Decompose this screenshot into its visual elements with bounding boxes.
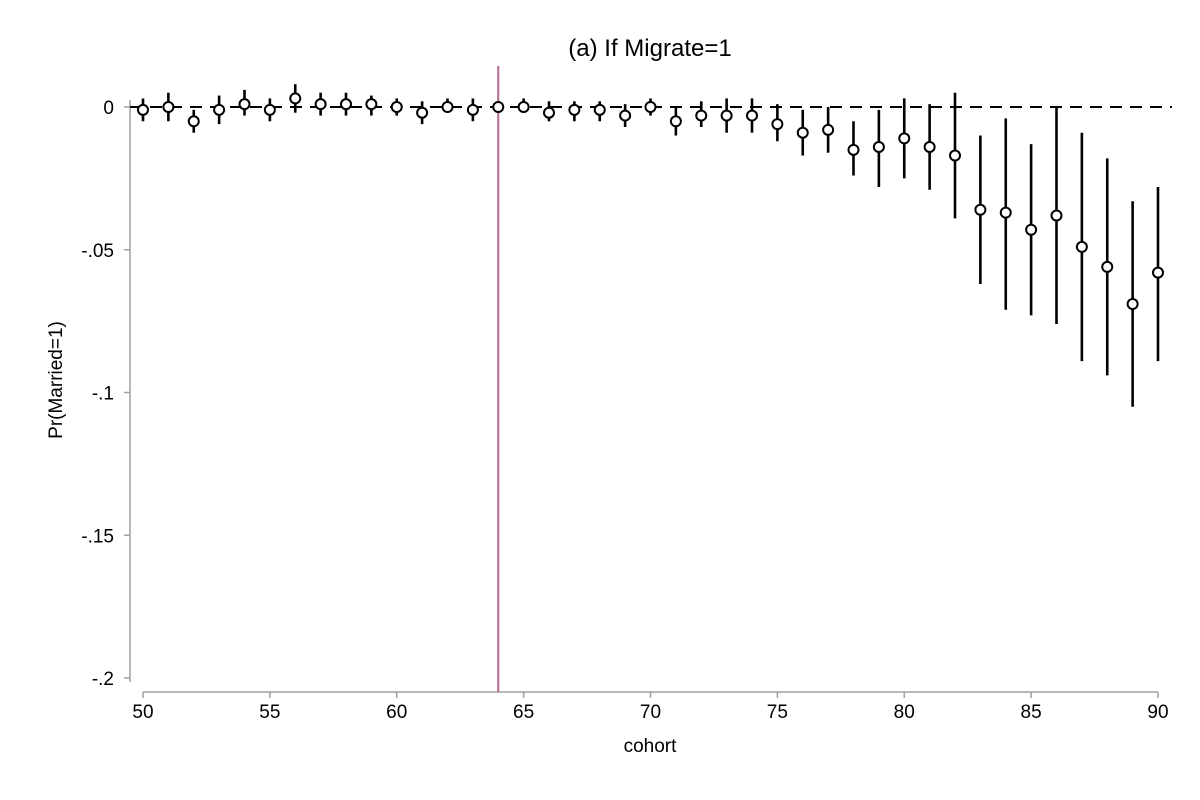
x-tick-label: 50 [132,702,153,723]
x-tick-label: 90 [1147,702,1168,723]
point-estimate [872,140,885,153]
axes: 0 -.05 -.1 -.15 -.2 50 55 60 65 70 75 80 85 90 [81,98,1168,723]
point-estimate [999,206,1012,219]
y-tick-label: -.05 [81,241,114,262]
point-estimate [466,103,479,116]
point-estimate [162,101,175,113]
x-tick-label: 75 [767,702,788,723]
point-estimate [390,101,403,113]
point-estimate [1050,209,1063,222]
point-estimate [289,92,302,105]
point-estimate [517,101,530,113]
point-estimate [263,103,276,116]
x-tick-label: 60 [386,702,407,723]
y-tick-label: -.15 [81,526,114,547]
y-tick-label: -.1 [92,384,114,405]
point-estimate [644,101,657,113]
x-tick-label: 85 [1021,702,1042,723]
point-estimate [720,109,733,122]
y-axis-title: Pr(Married=1) [46,321,67,439]
point-estimate [365,98,378,111]
point-estimate [1075,240,1088,253]
point-estimate [847,143,860,156]
point-estimate [898,132,911,145]
point-estimate [923,140,936,153]
point-estimate [1126,297,1139,310]
y-tick-label: -.2 [92,669,114,690]
chart-title: (a) If Migrate=1 [568,35,731,62]
point-estimate [238,98,251,111]
point-estimate [1025,223,1038,236]
point-estimate [187,115,200,128]
point-estimate [213,103,226,116]
point-estimate [822,123,835,136]
point-estimate [669,115,682,128]
point-estimate [746,109,758,122]
point-estimate [416,106,429,119]
data-marks [137,84,1164,407]
point-estimate [949,149,961,162]
point-estimate [695,109,708,122]
point-estimate [340,98,352,111]
point-estimate [796,126,809,139]
point-estimate [1152,266,1164,279]
point-estimate [314,98,327,111]
point-estimate [593,103,606,116]
x-tick-label: 80 [894,702,915,723]
x-tick-label: 70 [640,702,661,723]
point-estimate [137,103,149,116]
reference-lines [130,66,1172,692]
point-estimate [568,103,581,116]
point-estimate [974,203,987,216]
point-estimate [771,118,784,131]
point-estimate [492,101,505,113]
point-estimate [1101,260,1114,273]
y-tick-label: 0 [103,98,114,119]
x-axis-title: cohort [624,736,678,757]
x-tick-label: 55 [259,702,280,723]
x-tick-label: 65 [513,702,534,723]
point-estimate [441,101,454,113]
point-estimate [619,109,632,122]
point-estimate [543,106,555,119]
